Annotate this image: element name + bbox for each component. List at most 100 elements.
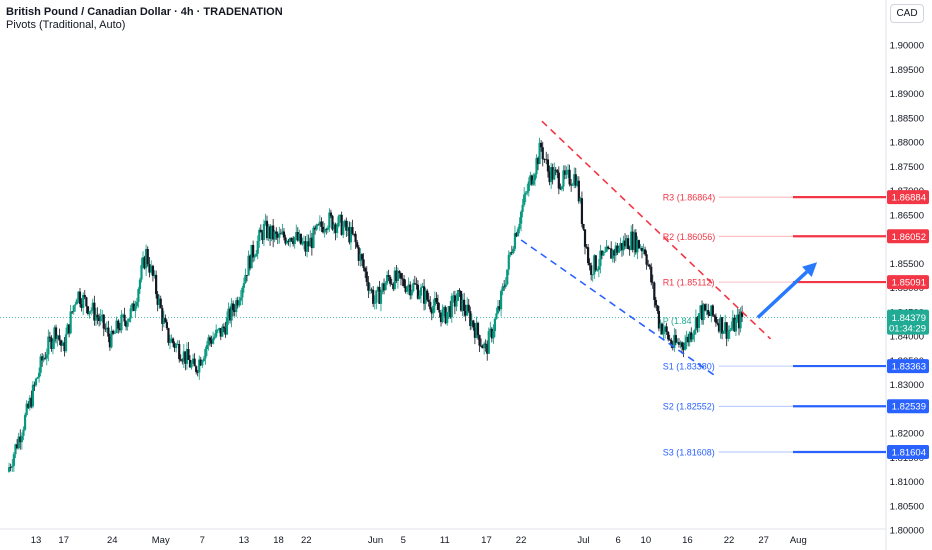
candle-body[interactable] — [651, 282, 654, 284]
candle-body[interactable] — [545, 159, 548, 161]
candle-body[interactable] — [560, 186, 564, 190]
candle-body[interactable] — [359, 254, 362, 261]
candle-body[interactable] — [697, 313, 701, 328]
candle-body[interactable] — [603, 251, 607, 253]
candle-body[interactable] — [733, 317, 736, 332]
candle-body[interactable] — [662, 331, 665, 335]
candle-body[interactable] — [179, 359, 182, 361]
candle-body[interactable] — [184, 351, 187, 364]
candle-body[interactable] — [313, 227, 317, 230]
candle-body[interactable] — [605, 246, 608, 252]
candle-body[interactable] — [622, 240, 625, 251]
candle-body[interactable] — [566, 169, 570, 171]
candle-body[interactable] — [219, 328, 222, 337]
candle-body[interactable] — [579, 198, 582, 202]
candle-body[interactable] — [273, 231, 276, 240]
candle-body[interactable] — [704, 304, 707, 311]
candle-body[interactable] — [453, 295, 456, 307]
projection-arrow[interactable] — [756, 270, 809, 319]
candle-body[interactable] — [302, 241, 306, 243]
candle-body[interactable] — [150, 265, 153, 273]
candle-body[interactable] — [117, 320, 120, 329]
candle-body[interactable] — [406, 287, 409, 292]
candle-body[interactable] — [126, 321, 129, 327]
candle-body[interactable] — [730, 327, 733, 330]
candle-body[interactable] — [426, 290, 429, 300]
candle-body[interactable] — [727, 331, 730, 339]
candle-body[interactable] — [171, 338, 175, 344]
candle-body[interactable] — [619, 243, 622, 248]
candle-body[interactable] — [409, 284, 412, 296]
candle-body[interactable] — [331, 215, 334, 230]
candle-body[interactable] — [71, 311, 74, 313]
candle-body[interactable] — [395, 270, 398, 281]
candle-body[interactable] — [124, 321, 128, 327]
candle-body[interactable] — [141, 257, 145, 266]
candle-body[interactable] — [643, 249, 647, 255]
candle-body[interactable] — [563, 170, 567, 175]
candle-body[interactable] — [396, 271, 399, 281]
candle-body[interactable] — [527, 181, 530, 192]
candle-body[interactable] — [22, 429, 25, 436]
candle-body[interactable] — [9, 467, 12, 468]
candle-body[interactable] — [717, 323, 721, 332]
candle-body[interactable] — [381, 283, 384, 292]
candle-body[interactable] — [213, 336, 216, 339]
candle-body[interactable] — [640, 248, 644, 252]
candle-body[interactable] — [507, 254, 510, 270]
candle-body[interactable] — [282, 231, 286, 238]
candle-body[interactable] — [261, 232, 264, 241]
candle-body[interactable] — [415, 284, 418, 285]
candle-body[interactable] — [232, 303, 235, 311]
candle-body[interactable] — [239, 297, 242, 301]
candle-body[interactable] — [613, 250, 616, 256]
candle-body[interactable] — [720, 317, 724, 334]
candle-body[interactable] — [74, 304, 77, 306]
candle-body[interactable] — [78, 291, 82, 305]
candle-body[interactable] — [310, 237, 313, 248]
candle-body[interactable] — [253, 256, 256, 258]
candle-body[interactable] — [329, 212, 333, 216]
candle-body[interactable] — [230, 303, 233, 321]
candle-body[interactable] — [450, 296, 453, 318]
candle-body[interactable] — [515, 233, 518, 237]
candle-body[interactable] — [620, 243, 624, 251]
candle-body[interactable] — [72, 305, 75, 312]
candle-body[interactable] — [44, 357, 47, 359]
candle-body[interactable] — [42, 357, 45, 361]
candle-body[interactable] — [588, 263, 591, 266]
candle-body[interactable] — [250, 245, 253, 269]
candle-body[interactable] — [370, 289, 373, 291]
candle-body[interactable] — [118, 328, 122, 331]
candle-body[interactable] — [111, 330, 115, 334]
candle-body[interactable] — [105, 327, 108, 329]
candle-body[interactable] — [630, 231, 633, 250]
candle-body[interactable] — [685, 336, 688, 343]
candle-body[interactable] — [583, 229, 587, 247]
candle-body[interactable] — [158, 298, 161, 305]
candle-body[interactable] — [590, 265, 593, 275]
candle-body[interactable] — [225, 317, 229, 335]
candle-body[interactable] — [259, 229, 262, 233]
candle-body[interactable] — [633, 232, 636, 250]
candle-body[interactable] — [690, 332, 693, 340]
candle-body[interactable] — [501, 286, 504, 292]
candle-body[interactable] — [401, 278, 404, 280]
candle-body[interactable] — [725, 322, 728, 339]
plot-area[interactable] — [0, 0, 885, 529]
candle-body[interactable] — [688, 332, 691, 343]
candle-body[interactable] — [113, 333, 116, 334]
candle-body[interactable] — [573, 174, 576, 185]
candle-body[interactable] — [276, 233, 279, 238]
candle-body[interactable] — [101, 314, 104, 317]
candle-body[interactable] — [352, 233, 356, 235]
candle-body[interactable] — [645, 254, 648, 265]
candle-body[interactable] — [708, 314, 711, 316]
candle-body[interactable] — [289, 237, 292, 243]
candle-body[interactable] — [233, 310, 236, 313]
candle-body[interactable] — [216, 329, 219, 331]
candle-body[interactable] — [242, 283, 245, 288]
candle-body[interactable] — [472, 320, 475, 328]
candle-body[interactable] — [449, 306, 452, 318]
candle-body[interactable] — [337, 216, 340, 227]
